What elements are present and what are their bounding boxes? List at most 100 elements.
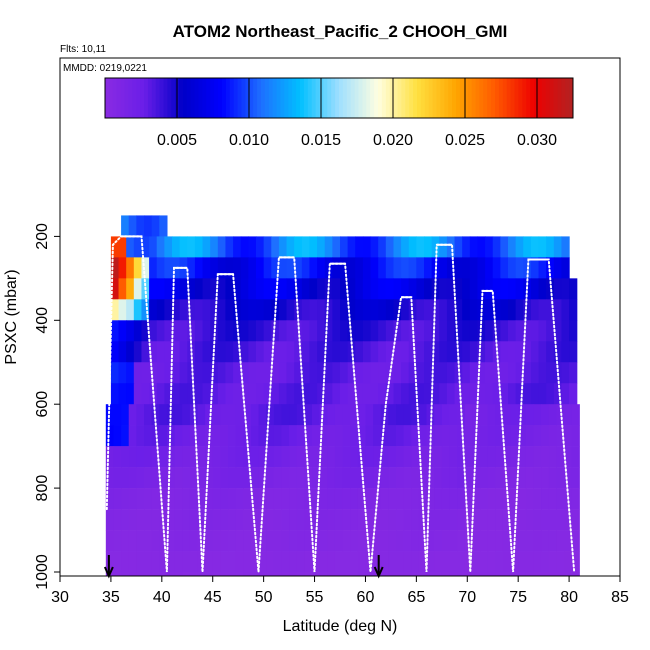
heatmap-cell <box>194 299 204 321</box>
heatmap-cell <box>118 362 127 384</box>
heatmap-cell <box>518 572 527 577</box>
heatmap-cell <box>263 383 272 405</box>
heatmap-cell <box>454 341 463 363</box>
heatmap-cell <box>149 341 158 363</box>
heatmap-cell <box>266 425 275 447</box>
heatmap-cell <box>187 383 196 405</box>
heatmap-cell <box>278 278 288 300</box>
heatmap-cell <box>393 383 402 405</box>
heatmap-cell <box>189 467 199 489</box>
heatmap-cell <box>546 362 555 384</box>
colorbar-segment <box>229 78 235 118</box>
heatmap-cell <box>228 467 237 489</box>
heatmap-cell <box>266 446 275 468</box>
heatmap-cell <box>462 383 471 405</box>
heatmap-cell <box>304 404 313 426</box>
heatmap-cell <box>564 404 573 426</box>
heatmap-cell <box>141 299 150 321</box>
heatmap-cell <box>174 572 183 577</box>
heatmap-cell <box>309 383 318 405</box>
heatmap-cell <box>258 446 267 468</box>
heatmap-cell <box>469 236 479 258</box>
heatmap-cell <box>569 278 578 300</box>
heatmap-cell <box>373 509 382 531</box>
heatmap-cell <box>243 425 252 447</box>
colorbar-segment <box>463 78 469 118</box>
heatmap-cell <box>164 362 173 384</box>
heatmap-cell <box>105 425 115 447</box>
heatmap-cell <box>393 341 402 363</box>
heatmap-cell <box>411 488 420 510</box>
heatmap-cell <box>449 572 458 577</box>
heatmap-cell <box>286 341 295 363</box>
heatmap-cell <box>256 320 265 342</box>
colorbar-segment <box>378 78 383 118</box>
heatmap-cell <box>396 488 405 510</box>
heatmap-cell <box>281 488 290 510</box>
heatmap-cell <box>472 551 481 573</box>
colorbar-segment <box>261 78 266 118</box>
heatmap-cell <box>480 404 489 426</box>
heatmap-cell <box>225 257 234 279</box>
heatmap-cell <box>149 236 158 258</box>
heatmap-cell <box>393 299 402 321</box>
heatmap-cell <box>449 509 458 531</box>
heatmap-cell <box>515 320 524 342</box>
heatmap-cell <box>508 320 517 342</box>
heatmap-cell <box>431 299 440 321</box>
heatmap-cell <box>179 236 188 258</box>
colorbar-segment <box>272 78 278 118</box>
heatmap-cell <box>401 299 410 321</box>
heatmap-cell <box>164 299 173 321</box>
heatmap-cell <box>469 257 479 279</box>
colorbar-segment <box>331 78 336 118</box>
heatmap-cell <box>510 467 519 489</box>
heatmap-cell <box>296 509 305 531</box>
heatmap-cell <box>273 551 283 573</box>
heatmap-cell <box>324 320 333 342</box>
heatmap-cell <box>136 509 145 531</box>
heatmap-cell <box>571 509 580 531</box>
heatmap-cell <box>418 572 428 577</box>
heatmap-cell <box>530 236 540 258</box>
colorbar-segment <box>249 78 254 118</box>
heatmap-cell <box>113 530 122 552</box>
colorbar-segment <box>307 78 313 118</box>
colorbar-segment <box>495 78 500 118</box>
heatmap-cell <box>424 299 433 321</box>
heatmap-cell <box>502 509 512 531</box>
colorbar-segment <box>108 78 114 118</box>
heatmap-cell <box>357 509 367 531</box>
colorbar-tick-label: 0.030 <box>517 132 557 149</box>
heatmap-cell <box>194 257 204 279</box>
heatmap-cell <box>530 341 540 363</box>
heatmap-cell <box>289 404 298 426</box>
heatmap-cell <box>548 530 557 552</box>
heatmap-cell <box>263 362 272 384</box>
heatmap-cell <box>500 278 509 300</box>
heatmap-cell <box>495 404 504 426</box>
colorbar-segment <box>479 78 484 118</box>
heatmap-cell <box>495 446 504 468</box>
heatmap-cell <box>228 446 237 468</box>
heatmap-cell <box>121 551 130 573</box>
heatmap-cell <box>525 467 535 489</box>
heatmap-cell <box>296 446 305 468</box>
heatmap-cell <box>144 551 153 573</box>
heatmap-cell <box>525 509 535 531</box>
colorbar-segment <box>296 78 301 118</box>
colorbar-segment <box>253 78 258 118</box>
heatmap-cell <box>327 404 336 426</box>
heatmap-cell <box>228 488 237 510</box>
heatmap-cell <box>571 467 580 489</box>
heatmap-cell <box>212 425 221 447</box>
heatmap-cell <box>556 551 565 573</box>
heatmap-cell <box>510 425 519 447</box>
heatmap-cell <box>454 383 463 405</box>
heatmap-cell <box>426 509 435 531</box>
heatmap-cell <box>133 236 143 258</box>
heatmap-cell <box>128 530 137 552</box>
heatmap-cell <box>309 257 318 279</box>
heatmap-cell <box>156 320 165 342</box>
colorbar-segment <box>381 78 387 118</box>
